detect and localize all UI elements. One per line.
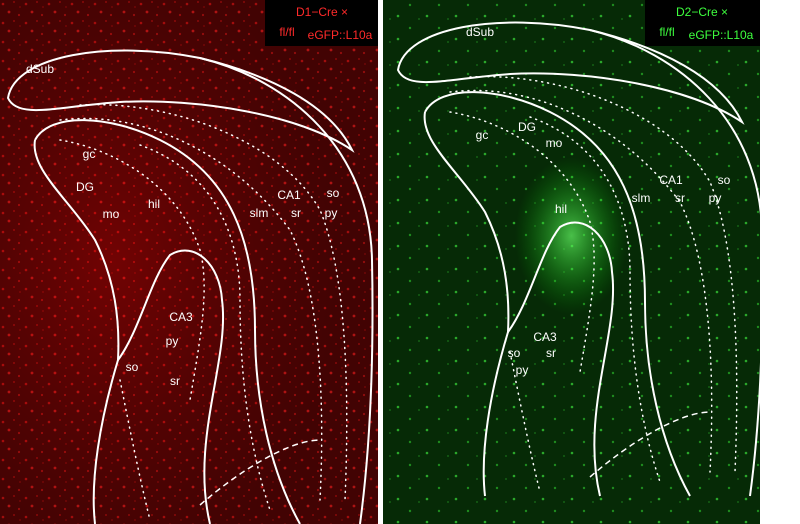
region-label: mo [103, 207, 120, 221]
region-label: sr [291, 206, 301, 220]
left-panel: D1−Cre × fl/fl eGFP::L10a dSub gc DG mo … [0, 0, 378, 524]
region-label: py [709, 191, 722, 205]
region-label: so [718, 173, 731, 187]
region-label: slm [250, 206, 269, 220]
right-panel: D2−Cre × fl/fl eGFP::L10a dSub DG gc mo … [383, 0, 764, 524]
region-label: hil [148, 197, 160, 211]
region-label: DG [518, 120, 536, 134]
region-label: sr [546, 346, 556, 360]
region-label: so [327, 186, 340, 200]
region-label: hil [555, 202, 567, 216]
legend: D1−Cre × [296, 5, 348, 19]
region-label: slm [632, 191, 651, 205]
red-glow [0, 0, 378, 524]
legend: fl/fl [279, 25, 294, 39]
region-label: CA3 [533, 330, 557, 344]
region-label: sr [170, 374, 180, 388]
region-label: sr [675, 191, 685, 205]
legend: D2−Cre × [676, 5, 728, 19]
region-label: py [166, 334, 179, 348]
region-label: CA1 [277, 188, 301, 202]
legend: eGFP::L10a [308, 28, 373, 42]
region-label: py [516, 363, 529, 377]
region-label: mo [546, 136, 563, 150]
region-label: CA1 [659, 173, 683, 187]
region-label: gc [476, 128, 489, 142]
legend-box [265, 0, 378, 46]
legend: eGFP::L10a [689, 28, 754, 42]
region-label: dSub [26, 62, 54, 76]
region-label: DG [76, 180, 94, 194]
legend-box [645, 0, 760, 46]
region-label: so [508, 346, 521, 360]
region-label: py [325, 206, 338, 220]
region-label: dSub [466, 25, 494, 39]
region-label: CA3 [169, 310, 193, 324]
region-label: gc [83, 147, 96, 161]
region-label: so [126, 360, 139, 374]
legend: fl/fl [659, 25, 674, 39]
